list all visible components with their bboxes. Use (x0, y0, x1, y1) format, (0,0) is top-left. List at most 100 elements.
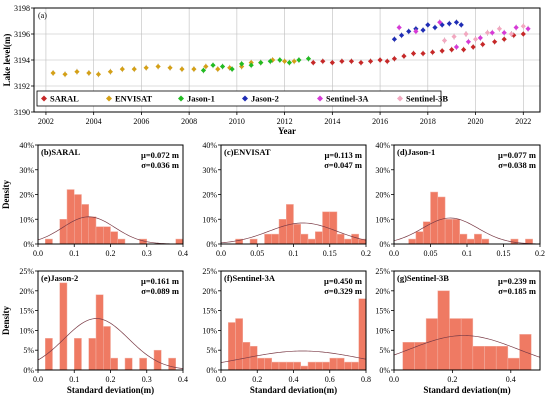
histogram-bar (307, 238, 316, 245)
histogram-bar (351, 361, 359, 371)
legend-marker (178, 95, 184, 102)
tick-label-x: 0.1 (69, 249, 79, 258)
x-axis-label: Standard deviation(m) (250, 385, 337, 395)
tick-label-x: 0.4 (178, 249, 188, 258)
y-axis-label: Lake level(m) (2, 34, 12, 87)
histogram-bar (271, 361, 280, 371)
histogram-bar (175, 238, 184, 245)
histogram-bar (59, 282, 68, 371)
x-axis-label: Standard deviation(m) (423, 385, 510, 395)
data-point (310, 60, 316, 66)
histogram-bar (425, 318, 439, 371)
data-point (508, 31, 514, 37)
tick-label-x: 0.6 (325, 375, 335, 384)
data-point (286, 60, 292, 66)
panel-title: (b)SARAL (41, 147, 81, 157)
fit-curve (37, 216, 184, 245)
data-point (155, 63, 161, 70)
data-point (270, 57, 276, 63)
panel-title: (e)Jason-2 (41, 273, 78, 283)
panel-title: (f)Sentinel-3A (224, 273, 276, 283)
data-point (377, 57, 383, 63)
histogram-bar (228, 322, 236, 371)
tick-label-y: 40% (375, 141, 390, 150)
data-point (480, 41, 486, 47)
tick-label-x: 0.2 (106, 249, 116, 258)
data-point (258, 60, 264, 66)
histogram-bar (507, 357, 520, 371)
histogram-bar (278, 361, 287, 371)
tick-label-y: 0% (206, 366, 217, 375)
tick-label-x: 2022 (515, 117, 531, 126)
histogram-bar (329, 211, 338, 245)
histogram-bar (336, 357, 345, 371)
legend-marker (397, 95, 403, 102)
histogram-bar (264, 357, 272, 371)
histogram-bar (242, 342, 251, 371)
data-point (215, 66, 221, 72)
tick-label-x: 2004 (86, 117, 102, 126)
tick-label-y: 20% (375, 287, 390, 296)
tick-label-x: 2014 (324, 117, 340, 126)
data-point (458, 22, 464, 28)
histogram-bar (278, 219, 287, 245)
data-point (401, 53, 407, 59)
panel-frame (37, 144, 184, 245)
series-jason-1 (200, 55, 312, 74)
data-point (520, 31, 526, 37)
data-point (470, 44, 476, 50)
data-point (203, 63, 209, 70)
histogram-bar (466, 238, 475, 245)
mean-label: μ=0.113 m (324, 150, 362, 160)
data-point (451, 34, 457, 40)
histogram-bar (117, 238, 126, 245)
sigma-label: σ=0.036 m (141, 160, 179, 170)
tick-label-y: 10% (19, 326, 34, 335)
panel-a: 2002 2004 2006 2008 2010 2012 2014 2016 2018 2020… (2, 4, 541, 136)
tick-label-y: 30% (202, 166, 217, 175)
histogram-bar (300, 365, 309, 371)
data-point (95, 71, 102, 77)
histogram-bar (484, 345, 497, 371)
data-point (439, 22, 445, 28)
x-axis-label: Standard deviation(m) (67, 385, 154, 395)
tick-label-x: 0.0 (389, 375, 399, 384)
tick-label-y: 10% (202, 215, 217, 224)
histogram-bar (344, 238, 352, 245)
data-point (501, 36, 507, 42)
panel-background (394, 145, 540, 244)
legend: SARAL ENVISAT Jason-1 Jason-2 Sentinel-3A Sen… (36, 90, 448, 107)
fit-curve (37, 318, 184, 369)
data-point (384, 58, 390, 64)
panel-d: 0% 10% 20% 30% 40% 0.0 0.05 0.1 0.15 0.2 (d)Jason-… (375, 141, 545, 258)
tick-label-x: 0.2 (447, 375, 457, 384)
histogram-bar (59, 219, 68, 245)
histogram-bar (459, 233, 468, 245)
tick-label-x: 2006 (133, 117, 149, 126)
x-axis-label: Year (278, 126, 296, 136)
data-point (513, 24, 519, 31)
data-point (367, 58, 374, 64)
data-point (305, 56, 312, 62)
histogram-bar (257, 357, 265, 371)
tick-label-y: 0% (23, 240, 34, 249)
tick-label-x: 0.15 (497, 249, 511, 258)
tick-label-x: 0.4 (178, 375, 188, 384)
data-point (496, 26, 503, 32)
histogram-bar (437, 196, 446, 245)
bars (408, 191, 533, 245)
histogram-bar (88, 338, 97, 371)
tick-label-x: 0.05 (250, 249, 264, 258)
data-point (282, 58, 288, 64)
data-point (520, 23, 526, 29)
data-point (191, 66, 197, 72)
tick-label-x: 0.0 (33, 375, 43, 384)
histogram-bar (408, 238, 417, 245)
legend-marker (317, 95, 323, 102)
mean-label: μ=0.161 m (141, 276, 179, 286)
histogram-bar (110, 231, 118, 245)
tick-label-y: 10% (375, 215, 390, 224)
panel-g: 0% 5% 10% 15% 20% 25% 0.0 0.2 0.4 (g)Sentinel-3B μ… (375, 267, 541, 395)
tick-label-x: 2018 (420, 117, 436, 126)
tick-label-y: 10% (375, 326, 390, 335)
